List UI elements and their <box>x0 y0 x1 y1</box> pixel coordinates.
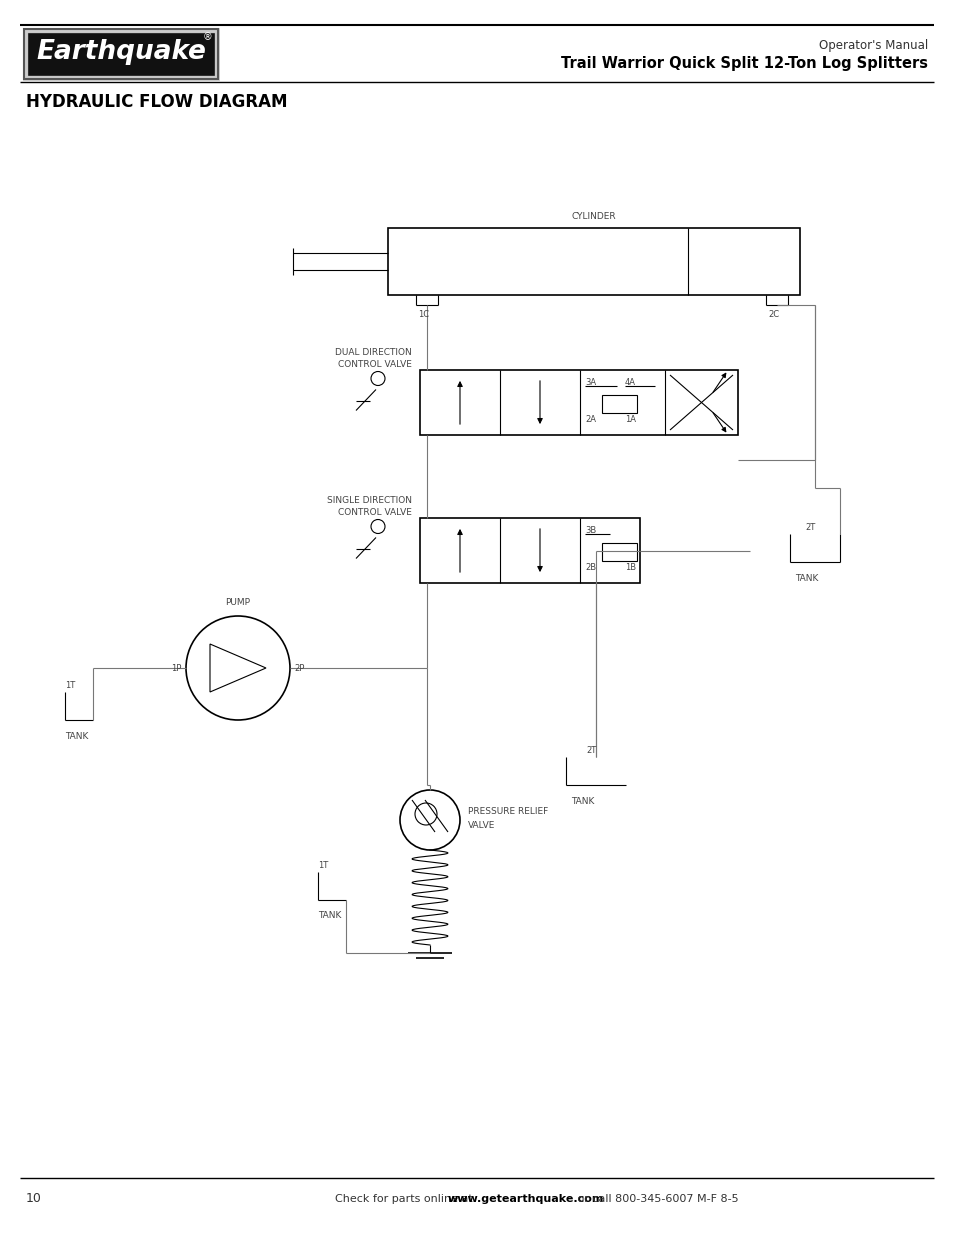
Text: 1T: 1T <box>65 680 75 689</box>
Text: PUMP: PUMP <box>225 598 251 606</box>
Text: 2A: 2A <box>584 415 596 424</box>
Text: HYDRAULIC FLOW DIAGRAM: HYDRAULIC FLOW DIAGRAM <box>26 93 287 111</box>
Text: 2T: 2T <box>585 746 596 755</box>
Bar <box>24 28 218 79</box>
Bar <box>26 31 215 77</box>
Text: www.getearthquake.com: www.getearthquake.com <box>448 1194 604 1204</box>
Text: CONTROL VALVE: CONTROL VALVE <box>337 508 412 516</box>
Text: CYLINDER: CYLINDER <box>571 211 616 221</box>
Text: TANK: TANK <box>571 797 594 805</box>
Bar <box>388 228 800 295</box>
Bar <box>601 543 637 561</box>
Bar <box>419 517 639 583</box>
Text: TANK: TANK <box>65 731 89 741</box>
Text: 2B: 2B <box>584 562 596 572</box>
Text: TANK: TANK <box>317 911 341 920</box>
Bar <box>25 30 216 78</box>
Text: 3B: 3B <box>584 526 596 535</box>
Text: 1B: 1B <box>624 562 636 572</box>
Text: 2P: 2P <box>294 663 304 673</box>
Text: 2C: 2C <box>767 310 779 319</box>
Text: or call 800-345-6007 M-F 8-5: or call 800-345-6007 M-F 8-5 <box>574 1194 738 1204</box>
Bar <box>419 370 738 435</box>
Text: ®: ® <box>203 32 213 42</box>
Text: PRESSURE RELIEF: PRESSURE RELIEF <box>468 808 548 816</box>
Text: 2T: 2T <box>804 522 815 531</box>
Text: VALVE: VALVE <box>468 821 495 830</box>
Text: 1T: 1T <box>317 861 328 869</box>
Text: TANK: TANK <box>794 573 818 583</box>
Text: 1C: 1C <box>417 310 429 319</box>
Text: 1A: 1A <box>624 415 636 424</box>
Text: DUAL DIRECTION: DUAL DIRECTION <box>335 347 412 357</box>
Text: 10: 10 <box>26 1193 42 1205</box>
Text: 1P: 1P <box>171 663 181 673</box>
Bar <box>601 395 637 412</box>
Text: Earthquake: Earthquake <box>36 40 206 65</box>
Text: SINGLE DIRECTION: SINGLE DIRECTION <box>327 495 412 505</box>
Text: CONTROL VALVE: CONTROL VALVE <box>337 359 412 368</box>
Text: 3A: 3A <box>584 378 596 387</box>
Text: Trail Warrior Quick Split 12-Ton Log Splitters: Trail Warrior Quick Split 12-Ton Log Spl… <box>560 56 927 70</box>
Text: Operator's Manual: Operator's Manual <box>818 38 927 52</box>
Text: 4A: 4A <box>624 378 636 387</box>
Text: Check for parts online at: Check for parts online at <box>335 1194 476 1204</box>
